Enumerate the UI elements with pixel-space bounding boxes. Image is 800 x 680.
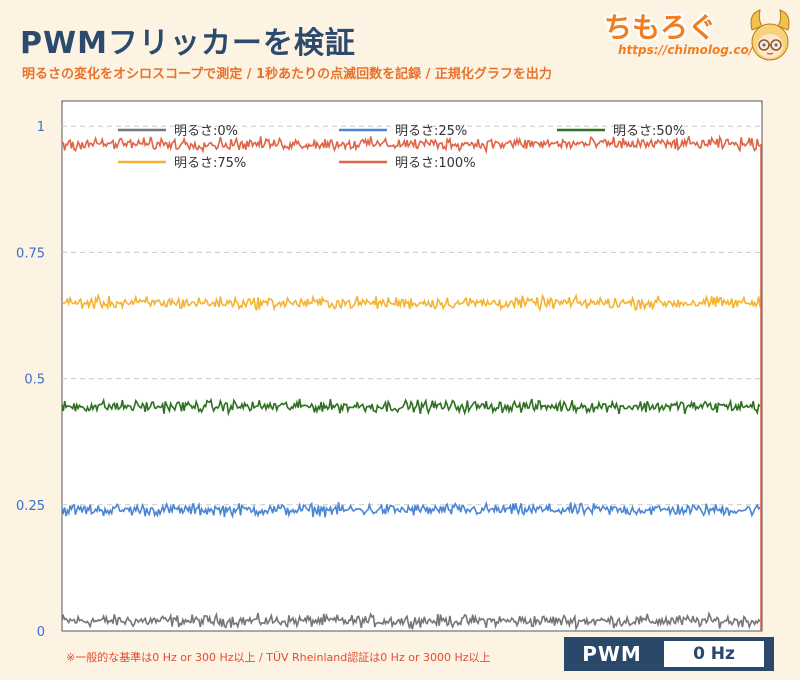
legend-label: 明るさ:25%	[395, 124, 467, 139]
series-line	[61, 292, 761, 312]
pwm-badge: PWM 0 Hz	[564, 637, 774, 671]
plot-frame	[61, 100, 763, 632]
site-logo[interactable]: ちもろぐ https://chimolog.co/	[596, 6, 796, 66]
series-line	[61, 397, 761, 417]
series-line	[61, 610, 761, 632]
legend-label: 明るさ:0%	[174, 124, 238, 139]
series-traces	[61, 134, 762, 632]
series-line	[61, 500, 761, 519]
page-title: PWMフリッカーを検証	[20, 26, 356, 61]
legend-label: 明るさ:100%	[395, 156, 476, 171]
y-axis-ticks: 0 0.25 0.5 0.75 1	[16, 120, 45, 640]
y-tick-label: 1	[37, 120, 45, 135]
series-line	[61, 134, 761, 155]
y-tick-label: 0	[37, 625, 45, 640]
pwm-badge-label: PWM	[582, 642, 642, 666]
y-tick-label: 0.25	[16, 499, 45, 514]
pwm-badge-value: 0 Hz	[664, 641, 764, 667]
y-tick-label: 0.75	[16, 246, 45, 261]
logo-url: https://chimolog.co/	[618, 43, 754, 57]
page-subtitle: 明るさの変化をオシロスコープで測定 / 1秒あたりの点滅回数を記録 / 正規化グ…	[22, 67, 552, 82]
legend-label: 明るさ:50%	[613, 124, 685, 139]
logo-name: ちもろぐ	[604, 11, 717, 44]
standards-footnote: ※一般的な基準は0 Hz or 300 Hz以上 / TÜV Rheinland…	[66, 651, 491, 664]
legend: 明るさ:0% 明るさ:25% 明るさ:50% 明るさ:75% 明るさ:100%	[118, 124, 685, 171]
mascot-icon	[750, 9, 790, 61]
pwm-chart: 0 0.25 0.5 0.75 1 明るさ:0% 明るさ:25% 明るさ:50% 明るさ:75…	[16, 100, 763, 640]
y-tick-label: 0.5	[24, 373, 45, 388]
legend-label: 明るさ:75%	[174, 156, 246, 171]
